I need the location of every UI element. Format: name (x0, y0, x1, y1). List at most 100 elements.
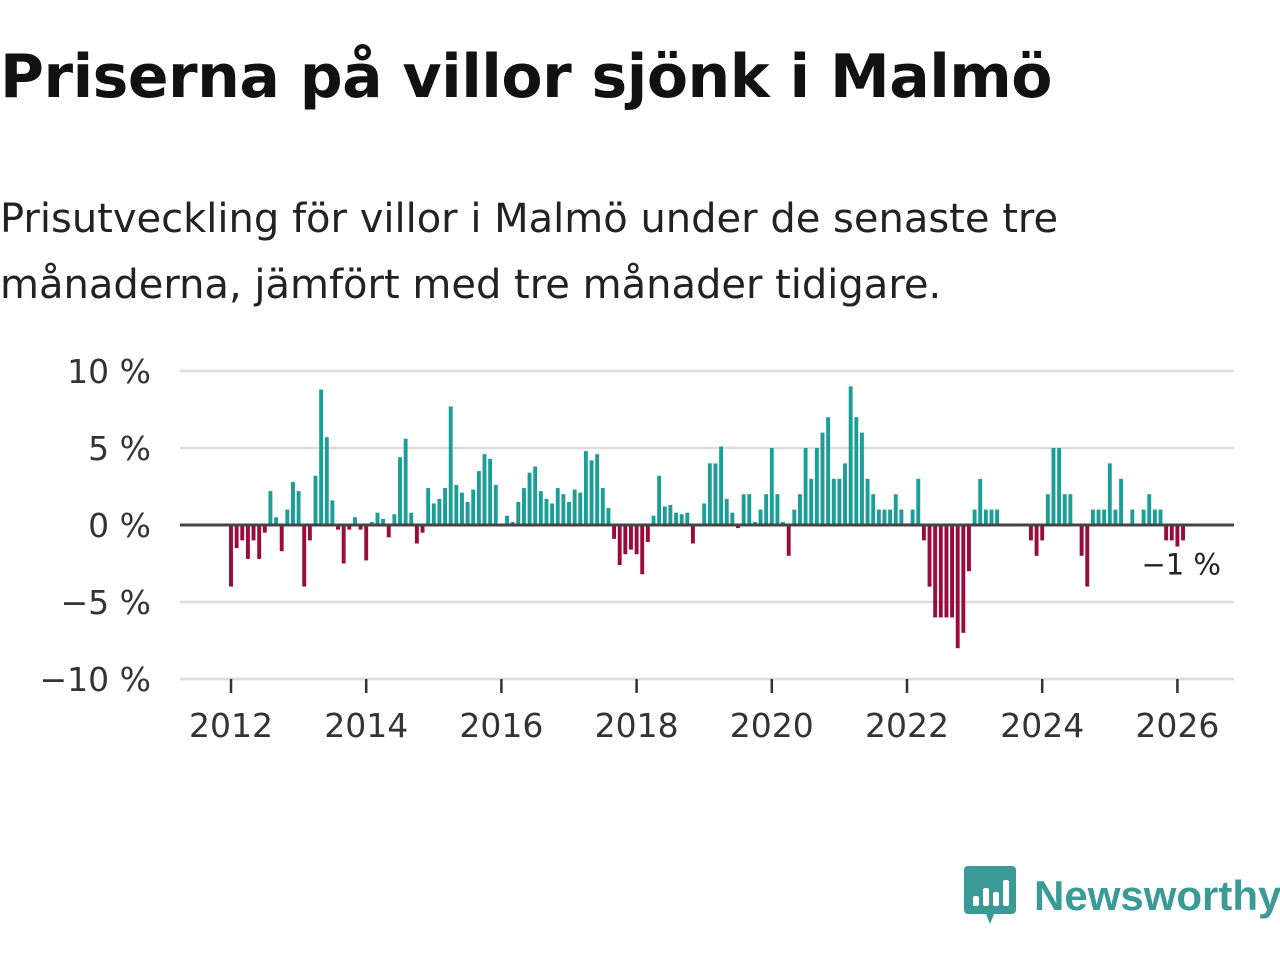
bar (347, 525, 352, 530)
bar (1057, 448, 1062, 525)
bar (967, 525, 971, 572)
bar (826, 417, 831, 525)
bar (848, 386, 853, 525)
bar (764, 494, 769, 525)
x-tick-label: 2018 (595, 706, 679, 745)
bar (814, 448, 819, 525)
bar (1051, 448, 1056, 525)
bar (460, 492, 464, 525)
bar (736, 525, 740, 529)
bar (521, 488, 526, 525)
bar (859, 432, 864, 525)
bar (229, 525, 233, 587)
bar (752, 521, 757, 525)
bar (1040, 525, 1045, 541)
bar (634, 525, 639, 555)
bar (927, 525, 932, 587)
bar (1158, 509, 1163, 525)
bar (420, 525, 425, 533)
bar (555, 488, 560, 525)
bar (1141, 509, 1146, 525)
bar (623, 525, 628, 555)
bar (482, 454, 487, 525)
bar (313, 475, 318, 525)
bar (786, 525, 791, 556)
bar (589, 460, 594, 525)
bar (251, 525, 256, 541)
bar (702, 503, 707, 525)
bar (831, 478, 836, 525)
bar (324, 437, 329, 525)
newsworthy-logo[interactable]: Newsworthy (964, 864, 1280, 928)
bar (871, 494, 876, 525)
bar (240, 525, 245, 541)
bar (1102, 509, 1107, 525)
bar (403, 438, 408, 525)
bar (268, 491, 273, 525)
bar (972, 509, 977, 525)
bar (516, 501, 521, 525)
bar (1079, 525, 1084, 556)
bar (510, 521, 515, 525)
bar (713, 463, 718, 525)
bar (741, 494, 746, 525)
bar (685, 512, 690, 525)
bar (662, 506, 667, 525)
bar (1107, 463, 1112, 525)
bar (747, 494, 752, 525)
bar (798, 494, 802, 525)
bar (409, 512, 414, 525)
bar (955, 525, 960, 649)
bar (781, 521, 786, 525)
bar (989, 509, 994, 525)
bar (1062, 494, 1067, 525)
bar (319, 389, 324, 525)
bar (944, 525, 949, 618)
bar (719, 446, 724, 525)
bar (882, 509, 887, 525)
bar (674, 512, 678, 525)
bar (1045, 494, 1050, 525)
bar (933, 525, 938, 618)
bar (364, 525, 369, 561)
bar (414, 525, 419, 544)
y-tick-label: −5 % (61, 583, 152, 622)
bar (262, 525, 267, 533)
bar (595, 454, 600, 525)
bar (454, 484, 459, 525)
bar (1164, 525, 1169, 541)
bar (843, 463, 847, 525)
bar (995, 509, 1000, 525)
bar (1034, 525, 1039, 556)
x-tick-label: 2012 (189, 706, 273, 745)
bar (1068, 494, 1073, 525)
bar (978, 478, 983, 525)
bar (730, 512, 735, 525)
bar (245, 525, 250, 559)
bar (961, 525, 966, 633)
bar (583, 451, 588, 525)
bar (1175, 525, 1180, 547)
bar (1169, 525, 1174, 541)
last-value-label: −1 % (1141, 547, 1221, 581)
bar (291, 481, 295, 525)
y-tick-label: 0 % (88, 506, 151, 545)
bar (865, 478, 870, 525)
bar (533, 466, 538, 525)
bar (274, 517, 279, 525)
bar (302, 525, 307, 587)
tick-labels: 10 % 5 % 0 % −5 % −10 % 2012 2014 2016 2018 2020 2… (40, 352, 1222, 745)
bar (561, 494, 566, 525)
bar (600, 488, 605, 525)
bar (1085, 525, 1090, 587)
bar-series (229, 386, 1185, 649)
bar (1152, 509, 1157, 525)
bar (651, 515, 656, 525)
bar (803, 448, 808, 525)
bar (296, 491, 301, 525)
bar (758, 509, 763, 525)
bar (307, 525, 312, 541)
x-tick-label: 2026 (1135, 706, 1219, 745)
y-tick-label: 5 % (88, 429, 151, 468)
